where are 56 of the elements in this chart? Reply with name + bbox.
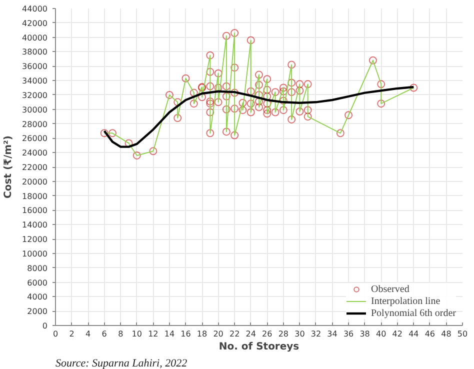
legend-label: Interpolation line bbox=[371, 295, 440, 307]
y-tick-label: 44000 bbox=[22, 4, 48, 14]
x-tick-label: 36 bbox=[343, 330, 354, 338]
x-tick-label: 10 bbox=[132, 330, 142, 338]
x-tick-label: 38 bbox=[360, 330, 370, 338]
y-tick-label: 14000 bbox=[22, 220, 48, 230]
y-axis-title: Cost (₹/m²) bbox=[3, 136, 14, 198]
x-tick-label: 30 bbox=[294, 330, 305, 338]
x-tick-label: 40 bbox=[376, 330, 386, 338]
x-tick-label: 2 bbox=[69, 330, 74, 338]
x-tick-label: 42 bbox=[392, 330, 402, 338]
x-tick-label: 32 bbox=[310, 330, 322, 338]
legend-label: Polynomial 6th order bbox=[371, 307, 456, 319]
y-tick-label: 40000 bbox=[22, 33, 48, 42]
y-tick-label: 0 bbox=[42, 322, 48, 330]
x-tick-label: 34 bbox=[327, 330, 338, 338]
y-tick-label: 24000 bbox=[22, 148, 48, 158]
source-note: Source: Suparna Lahiri, 2022 bbox=[56, 358, 188, 369]
y-tick-label: 6000 bbox=[27, 278, 48, 288]
x-tick-label: 26 bbox=[262, 330, 272, 338]
y-tick-label: 36000 bbox=[22, 62, 48, 72]
y-tick-label: 30000 bbox=[22, 105, 48, 114]
y-tick-label: 28000 bbox=[22, 120, 48, 129]
y-tick-label: 18000 bbox=[22, 192, 48, 201]
y-tick-label: 16000 bbox=[22, 206, 48, 216]
x-tick-label: 0 bbox=[52, 330, 58, 338]
x-tick-label: 4 bbox=[86, 330, 91, 338]
x-tick-label: 22 bbox=[229, 330, 240, 338]
y-tick-label: 22000 bbox=[22, 163, 48, 172]
y-tick-label: 26000 bbox=[22, 134, 48, 144]
y-tick-label: 10000 bbox=[22, 249, 48, 258]
legend-label: Observed bbox=[371, 283, 410, 295]
x-tick-label: 12 bbox=[148, 330, 158, 338]
y-tick-label: 34000 bbox=[22, 76, 48, 86]
x-tick-label: 14 bbox=[164, 330, 175, 338]
y-tick-label: 12000 bbox=[22, 235, 48, 244]
line-series bbox=[103, 86, 415, 148]
x-tick-label: 16 bbox=[180, 330, 191, 338]
x-tick-label: 20 bbox=[213, 330, 224, 338]
x-axis-title: No. of Storeys bbox=[218, 342, 300, 352]
x-tick-label: 8 bbox=[118, 330, 124, 338]
y-tick-label: 4000 bbox=[27, 292, 48, 302]
x-tick-label: 18 bbox=[196, 330, 208, 338]
x-tick-label: 46 bbox=[424, 330, 436, 338]
x-tick-label: 44 bbox=[408, 330, 419, 338]
y-tick-label: 2000 bbox=[27, 307, 48, 316]
y-tick-label: 42000 bbox=[22, 18, 48, 28]
y-tick-label: 20000 bbox=[22, 177, 48, 186]
x-tick-label: 28 bbox=[278, 330, 289, 338]
y-tick-label: 32000 bbox=[22, 90, 48, 100]
x-tick-label: 50 bbox=[457, 330, 468, 338]
x-tick-label: 24 bbox=[246, 330, 256, 338]
x-tick-label: 6 bbox=[102, 330, 107, 338]
y-tick-label: 38000 bbox=[22, 48, 48, 57]
x-tick-label: 48 bbox=[441, 330, 452, 338]
y-tick-label: 8000 bbox=[27, 264, 48, 273]
